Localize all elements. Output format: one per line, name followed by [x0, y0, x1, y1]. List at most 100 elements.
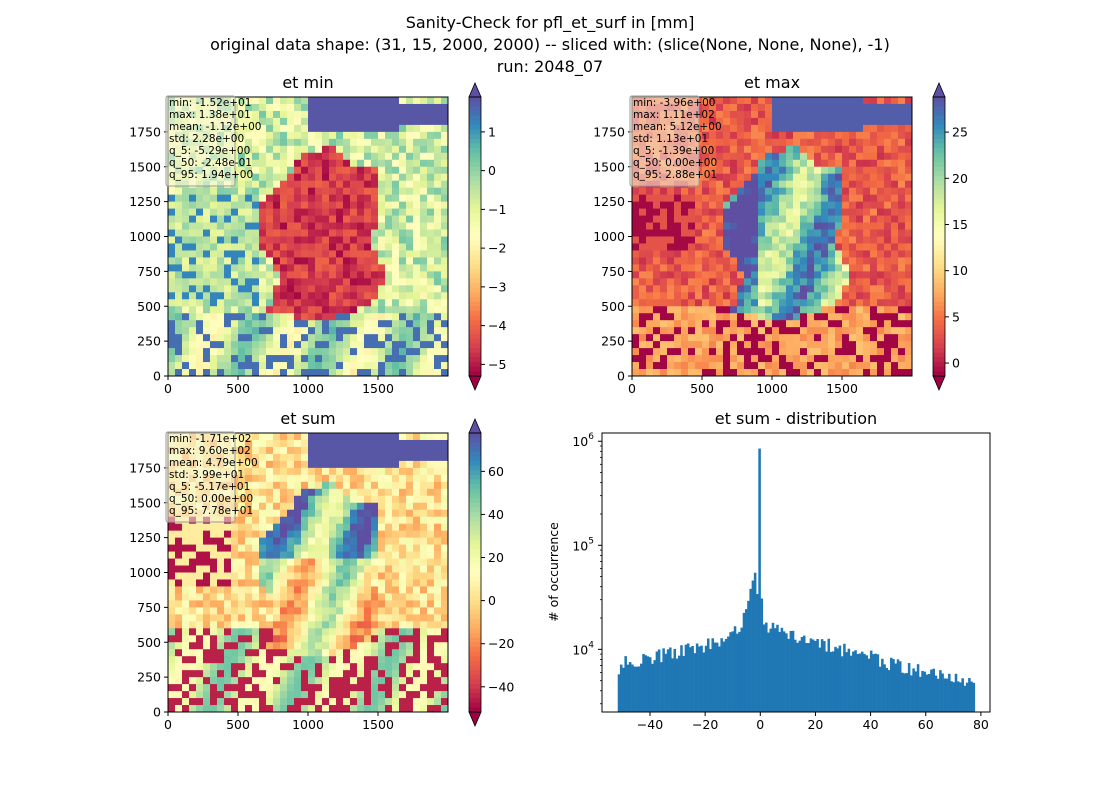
y-tick-label: 1500 [129, 495, 161, 510]
colorbar-extend-max [932, 81, 946, 98]
y-tick-label: 1750 [129, 460, 161, 475]
histogram-bar [651, 663, 654, 712]
histogram-bar [798, 640, 802, 712]
histogram-bar [887, 670, 891, 712]
colorbar-tick-label: −4 [488, 318, 506, 333]
histogram-bar [707, 638, 710, 712]
histogram-bar [840, 656, 844, 712]
histogram-bar [948, 673, 951, 712]
histogram-bar [626, 664, 630, 712]
histogram-bar [693, 653, 697, 712]
histogram-bar [749, 588, 752, 712]
colorbar-tick-label: −20 [488, 636, 514, 651]
histogram-bar [789, 630, 793, 712]
y-tick-label: 0 [617, 369, 625, 384]
histogram-bar [820, 639, 824, 712]
histogram-bar [834, 646, 837, 712]
histogram-bar [751, 580, 755, 712]
colorbar-tick-label: 0 [488, 593, 496, 608]
histogram-bar [729, 632, 732, 712]
histogram-bar [927, 673, 931, 712]
histogram-bar [845, 652, 848, 712]
panel-et-min: et min 0 500 1000 1500 0 250 500 750 1000 1250 150… [129, 73, 506, 396]
histogram-bar [943, 678, 947, 712]
colorbar-tick-label: 40 [488, 507, 504, 522]
histogram-bar [856, 654, 860, 712]
histogram-bar [758, 448, 761, 712]
histogram-bar [809, 638, 813, 712]
histogram-bar [700, 645, 703, 712]
histogram-bar [637, 666, 641, 712]
colorbar-extend-min [468, 375, 482, 392]
colorbar-tick-label: −1 [488, 202, 506, 217]
y-tick-label: 250 [137, 334, 161, 349]
y-tick-label: 1500 [593, 159, 625, 174]
histogram-bar [950, 681, 953, 712]
histogram-bar [642, 653, 645, 712]
histogram-bar [731, 631, 735, 712]
histogram-bar [921, 670, 924, 712]
hist-x-tick-label: 20 [807, 717, 823, 732]
axes-et-min: 0 500 1000 1500 0 250 500 750 1000 1250 1500 1750 [129, 96, 449, 396]
histogram-bar [932, 668, 935, 712]
histogram-bar [905, 673, 909, 712]
histogram-bar [780, 627, 784, 712]
histogram-bar [747, 600, 750, 712]
stat-line: q_95: 2.88e+01 [633, 169, 717, 181]
histogram-bar [671, 658, 674, 712]
histogram-bar [818, 647, 822, 712]
stat-line: q_50: 0.00e+00 [169, 493, 253, 505]
colorbar-tick-label: 25 [952, 125, 968, 140]
histogram-bar [852, 651, 855, 712]
axes-et-sum: 0 500 1000 1500 0 250 500 750 1000 1250 1500 1750 [129, 432, 449, 732]
colorbar-tick-label: −5 [488, 357, 506, 372]
x-tick-label: 500 [226, 717, 250, 732]
y-tick-label: 0 [153, 369, 161, 384]
colorbar-extend-min [932, 375, 946, 392]
histogram-bar [907, 663, 911, 712]
stat-line: std: 3.99e+01 [169, 469, 244, 481]
histogram-bar [698, 646, 701, 712]
histogram-bar [646, 656, 650, 712]
histogram-bar [664, 653, 668, 712]
hist-x-tick-label: −40 [637, 717, 663, 732]
stat-line: mean: 5.12e+00 [633, 121, 722, 133]
stat-line: std: 2.28e+00 [169, 133, 244, 145]
histogram-bar [631, 664, 634, 712]
histogram-bar [767, 632, 770, 712]
histogram-bar [635, 666, 639, 712]
histogram-bar [733, 626, 737, 712]
histogram-bar [722, 641, 726, 712]
stat-line: q_5: -1.39e+00 [633, 145, 714, 157]
histogram-bar [762, 624, 766, 712]
histogram-bar [662, 648, 665, 712]
histogram-bar [653, 660, 656, 712]
axes-et-max: 0 500 1000 1500 0 250 500 750 1000 1250 1500 1750 [593, 96, 913, 396]
histogram-bar [838, 645, 842, 712]
histogram-bar [805, 643, 808, 712]
hist-y-tick-label: 106 [572, 432, 594, 449]
histogram-bar [952, 682, 956, 712]
hist-y-tick-label: 105 [572, 536, 594, 553]
histogram-bar [881, 658, 884, 712]
colorbar-tick-label: −2 [488, 241, 506, 256]
histogram-bar [715, 642, 719, 712]
histogram-bar [773, 628, 777, 712]
histogram-bar [843, 643, 846, 712]
hist-x-tick-label: 40 [863, 717, 879, 732]
histogram-bar [890, 657, 893, 712]
histogram-bar [776, 624, 779, 712]
x-tick-label: 0 [164, 381, 172, 396]
panel-title-distribution: et sum - distribution [715, 409, 877, 428]
hist-x-tick-label: 0 [756, 717, 764, 732]
histogram-bar [883, 664, 886, 712]
stat-line: mean: 4.79e+00 [169, 457, 258, 469]
histogram-bar [724, 638, 728, 712]
panel-title-et-max: et max [744, 73, 800, 92]
histogram-bar [769, 628, 773, 712]
histogram-bar [673, 648, 677, 712]
y-tick-label: 1250 [129, 530, 161, 545]
histogram-bar [736, 633, 739, 712]
